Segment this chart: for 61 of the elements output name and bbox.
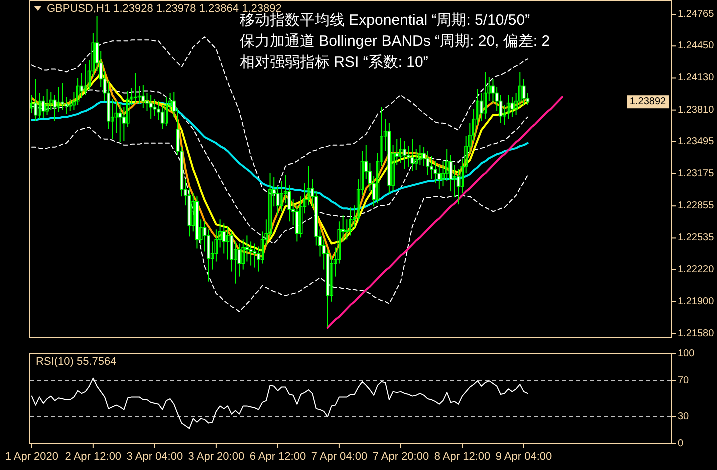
candlestick	[430, 156, 434, 180]
candlestick	[349, 207, 353, 236]
y-tick-label: 1.22220	[678, 264, 715, 276]
candlestick	[42, 96, 46, 119]
candlestick	[84, 64, 88, 96]
annotation: 相对强弱指标 RSI “系数: 10”	[240, 54, 428, 71]
y-tick-label: 1.23175	[678, 168, 715, 180]
y-tick-label: 1.21900	[678, 296, 715, 308]
x-tick-label: 8 Apr 12:00	[434, 451, 491, 463]
y-tick-label: 1.24450	[678, 40, 715, 52]
y-tick-label: 1.23495	[678, 136, 715, 148]
line-series	[326, 96, 564, 329]
x-tick-label: 6 Apr 12:00	[250, 451, 306, 463]
y-tick-label: 1.23810	[678, 104, 715, 116]
candlestick	[164, 96, 168, 127]
line-series	[31, 378, 528, 430]
x-tick-label: 9 Apr 04:00	[496, 451, 552, 463]
candlestick	[238, 243, 242, 278]
x-tick-label: 2 Apr 12:00	[65, 451, 122, 463]
candlestick	[403, 140, 407, 170]
candlestick	[399, 138, 403, 164]
candlestick	[30, 94, 34, 114]
candlestick	[64, 96, 68, 115]
candlestick	[445, 148, 449, 182]
candlestick	[410, 138, 414, 172]
candlestick	[53, 94, 57, 122]
y-tick-label: 1.22855	[678, 200, 715, 212]
y-tick-label: 30	[678, 412, 690, 422]
candlestick	[510, 96, 514, 118]
candlestick	[484, 72, 488, 120]
candlestick	[249, 241, 253, 266]
candlestick	[253, 243, 257, 268]
candlestick	[226, 226, 230, 260]
chart-title: RSI(10) 55.7564	[36, 356, 117, 368]
annotation: 1.23892	[630, 96, 667, 108]
x-tick-label: 7 Apr 20:00	[372, 451, 430, 463]
y-tick-label: 1.22535	[678, 232, 715, 244]
candlestick	[114, 100, 118, 134]
y-tick-label: 0	[678, 438, 684, 450]
x-tick-label: 1 Apr 2020	[5, 451, 59, 463]
candlestick	[426, 150, 430, 176]
y-tick-label: 1.24765	[678, 9, 715, 20]
candlestick	[153, 98, 157, 117]
annotation: 移动指数平均线 Exponential “周期: 5/10/50”	[240, 12, 530, 29]
candlestick	[438, 164, 442, 190]
candlestick	[414, 148, 418, 172]
y-tick-label: 100	[678, 348, 696, 360]
x-tick-label: 7 Apr 04:00	[311, 451, 368, 463]
candlestick	[126, 90, 130, 128]
candlestick	[149, 94, 153, 120]
candlestick	[57, 86, 61, 113]
y-tick-label: 1.24130	[678, 72, 715, 84]
candlestick	[134, 72, 138, 104]
candlestick	[46, 88, 50, 116]
x-tick-label: 3 Apr 20:00	[188, 451, 245, 463]
y-tick-label: 1.21580	[678, 328, 715, 340]
line-series	[31, 126, 528, 312]
y-tick-label: 70	[678, 376, 690, 386]
annotation: 保力加通道 Bollinger BANDs “周期: 20, 偏差: 2	[240, 33, 550, 50]
x-tick-label: 3 Apr 04:00	[126, 451, 184, 463]
candlestick	[453, 164, 457, 198]
